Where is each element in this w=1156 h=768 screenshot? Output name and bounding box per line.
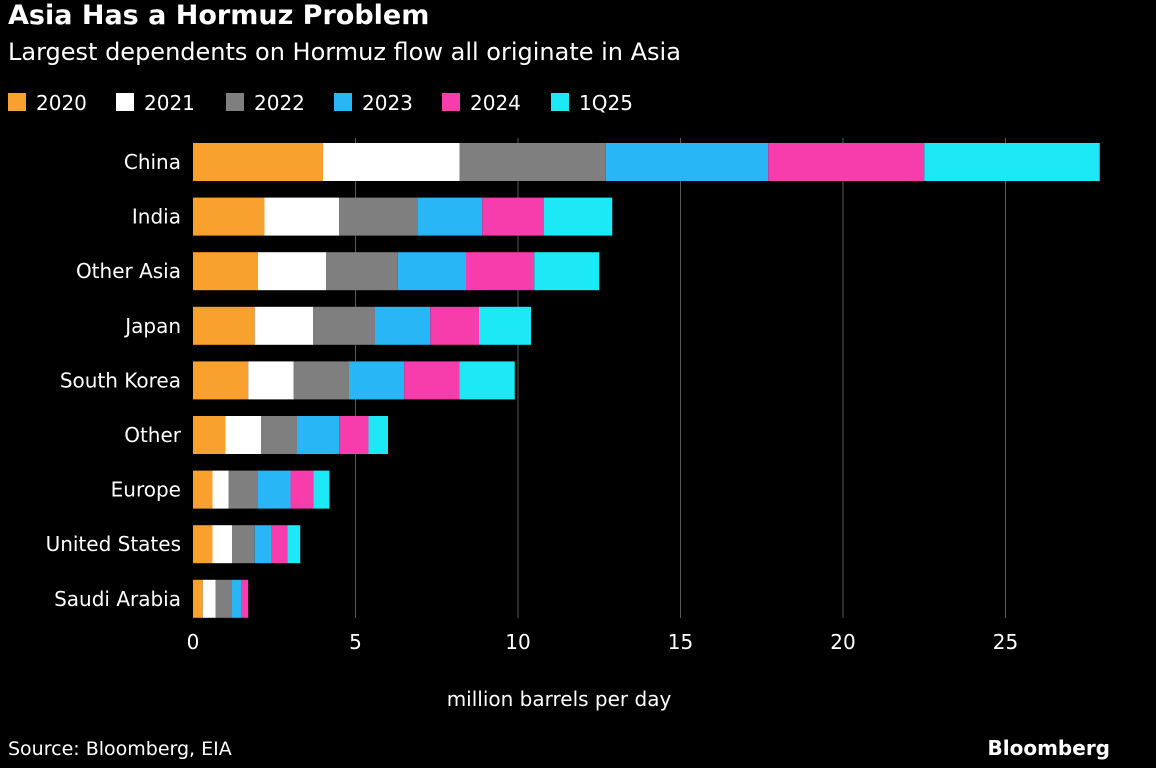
category-label-saudi-arabia: Saudi Arabia [54, 587, 181, 611]
bar-other-2020 [193, 416, 226, 454]
bar-china-2020 [193, 143, 323, 181]
bar-europe-2022 [228, 470, 258, 509]
category-labels: China India Other Asia Japan South Korea Othe… [46, 150, 182, 611]
legend-swatch-2023 [334, 93, 352, 111]
x-tick-label-15: 15 [668, 630, 693, 654]
bar-india-2022 [339, 197, 418, 236]
legend-label-2023: 2023 [362, 91, 413, 115]
bar-other-asia-2024 [466, 252, 535, 291]
category-label-europe: Europe [111, 478, 181, 502]
bar-united-states-2023 [254, 525, 271, 564]
bar-europe-2024 [290, 470, 314, 509]
chart-legend: 2020 2021 2022 2023 2024 1Q25 [8, 91, 633, 115]
category-label-united-states: United States [46, 532, 181, 556]
bar-other-asia-2022 [326, 252, 398, 291]
bar-japan-2020 [193, 306, 255, 345]
bar-south-korea-2024 [404, 361, 460, 400]
bar-south-korea-2023 [349, 361, 405, 400]
bloomberg-logo: Bloomberg [987, 736, 1110, 760]
bar-japan-2024 [430, 306, 479, 345]
legend-swatch-2021 [116, 93, 134, 111]
bar-united-states-2021 [212, 525, 232, 564]
bar-europe-2020 [193, 470, 213, 509]
legend-swatch-2022 [226, 93, 244, 111]
bars [193, 143, 1100, 618]
x-tick-labels: 0 5 10 15 20 25 [187, 630, 1019, 654]
bar-japan-2021 [254, 306, 314, 345]
bar-japan-2023 [375, 306, 431, 345]
x-axis-label: million barrels per day [447, 687, 672, 711]
bar-india-2024 [482, 197, 544, 236]
bar-china-2024 [768, 143, 925, 181]
bar-other-asia-2023 [397, 252, 466, 291]
bar-japan-1q25 [479, 306, 531, 345]
bar-united-states-1q25 [287, 525, 301, 564]
x-tick-label-20: 20 [830, 630, 855, 654]
bar-saudi-arabia-2020 [193, 579, 203, 618]
bar-china-2021 [323, 143, 460, 181]
bar-india-2021 [264, 197, 340, 236]
bar-other-2023 [297, 416, 340, 454]
bar-other-asia-2020 [193, 252, 258, 291]
category-label-japan: Japan [123, 314, 181, 338]
bar-other-2022 [261, 416, 297, 454]
bar-south-korea-2022 [293, 361, 349, 400]
category-label-south-korea: South Korea [60, 368, 181, 392]
bar-south-korea-2020 [193, 361, 249, 400]
bar-united-states-2024 [271, 525, 288, 564]
bar-saudi-arabia-2022 [215, 579, 232, 618]
legend-swatch-2020 [8, 93, 26, 111]
category-label-india: India [132, 205, 181, 229]
bar-europe-2021 [212, 470, 229, 509]
bar-other-asia-1q25 [534, 252, 600, 291]
x-tick-label-25: 25 [993, 630, 1018, 654]
bar-china-2023 [605, 143, 769, 181]
legend-label-1q25: 1Q25 [579, 91, 633, 115]
legend-swatch-2024 [442, 93, 460, 111]
x-tick-label-5: 5 [349, 630, 362, 654]
bar-japan-2022 [313, 306, 375, 345]
chart-subtitle: Largest dependents on Hormuz flow all or… [8, 38, 681, 66]
category-label-china: China [124, 150, 181, 174]
source-note: Source: Bloomberg, EIA [8, 738, 232, 760]
bar-other-2021 [225, 416, 262, 454]
bar-china-1q25 [924, 143, 1100, 181]
bar-united-states-2022 [232, 525, 255, 564]
bar-other-2024 [339, 416, 369, 454]
bar-india-1q25 [544, 197, 613, 236]
bar-saudi-arabia-2021 [202, 579, 216, 618]
bar-other-1q25 [368, 416, 388, 454]
bar-saudi-arabia-2023 [232, 579, 242, 618]
bar-saudi-arabia-2024 [241, 579, 249, 618]
chart-title: Asia Has a Hormuz Problem [8, 0, 430, 31]
bar-europe-1q25 [313, 470, 330, 509]
bar-other-asia-2021 [258, 252, 327, 291]
bar-united-states-2020 [193, 525, 213, 564]
category-label-other: Other [124, 423, 182, 447]
x-tick-label-10: 10 [505, 630, 530, 654]
x-tick-label-0: 0 [187, 630, 200, 654]
bar-europe-2023 [258, 470, 291, 509]
category-label-other-asia: Other Asia [76, 259, 181, 283]
legend-label-2022: 2022 [254, 91, 305, 115]
legend-label-2020: 2020 [36, 91, 87, 115]
bar-india-2023 [417, 197, 483, 236]
bar-india-2020 [193, 197, 265, 236]
bar-south-korea-1q25 [459, 361, 515, 400]
bar-china-2022 [459, 143, 606, 181]
legend-label-2021: 2021 [144, 91, 195, 115]
legend-label-2024: 2024 [470, 91, 521, 115]
bar-south-korea-2021 [248, 361, 294, 400]
legend-swatch-1q25 [551, 93, 569, 111]
